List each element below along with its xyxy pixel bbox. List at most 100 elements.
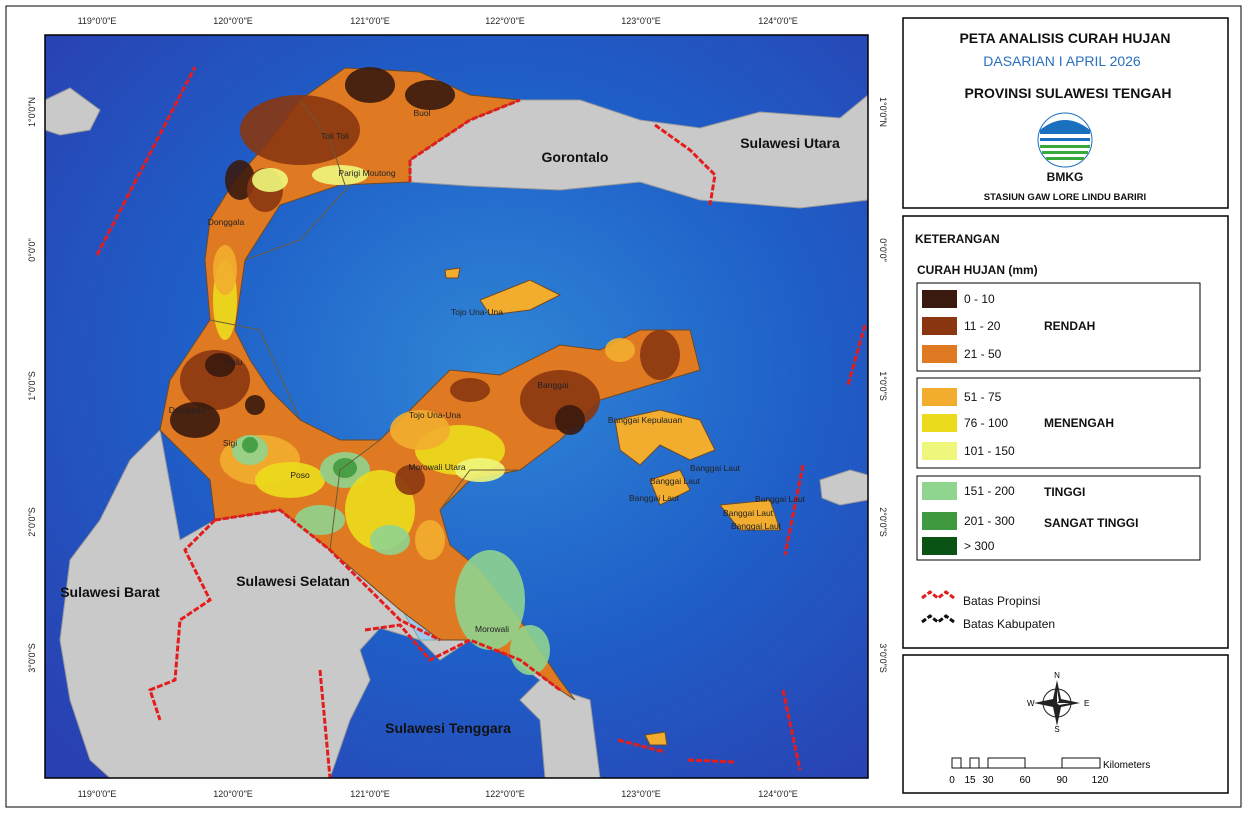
rainfall-zone (333, 458, 357, 478)
compass-box (902, 654, 1229, 794)
province-boundary (148, 518, 217, 721)
island (614, 409, 716, 466)
scale-label: 30 (982, 775, 994, 786)
lon-label: 124°0'0"E (758, 16, 798, 26)
legend-swatch (922, 537, 957, 555)
district-label: Tojo Una-Una (451, 307, 503, 317)
scale-label: 15 (964, 775, 976, 786)
legend-label: 0 - 10 (964, 292, 995, 306)
district-label: Parigi Moutong (338, 168, 395, 178)
district-label: Palu (225, 357, 242, 367)
legend-swatch (922, 482, 957, 500)
map-content (44, 66, 869, 779)
district-boundary (299, 99, 346, 186)
district-label: Banggai Laut (650, 476, 701, 486)
island (444, 267, 461, 279)
scale-unit: Kilometers (1103, 760, 1150, 771)
rainfall-zone (640, 330, 680, 380)
province-boundary (214, 508, 441, 642)
lat-label: 3°0'0"S (27, 643, 37, 673)
district-boundary (329, 439, 381, 551)
legend-subtitle: CURAH HUJAN (mm) (917, 263, 1038, 277)
district-label: Morowali (475, 624, 509, 634)
legend-swatch (922, 414, 957, 432)
map-period: DASARIAN I APRIL 2026 (983, 53, 1141, 69)
legend-swatch (922, 442, 957, 460)
region-label: Sulawesi Selatan (236, 573, 350, 589)
district-label: Donggala (169, 405, 206, 415)
rainfall-zone (605, 338, 635, 362)
legend-swatch (922, 290, 957, 308)
district-label: Banggai Laut (629, 493, 680, 503)
legend-label: 76 - 100 (964, 416, 1008, 430)
legend-label: 201 - 300 (964, 514, 1015, 528)
logo-stripe (1040, 138, 1090, 141)
rainfall-zone (405, 80, 455, 110)
island (719, 499, 781, 531)
bmkg-logo (1037, 112, 1093, 168)
scale-label: 120 (1092, 775, 1109, 786)
lat-label: 1°0'0"N (27, 97, 37, 127)
scale-label: 0 (949, 775, 955, 786)
lon-label: 121°0'0"E (350, 16, 390, 26)
legend-box (902, 215, 1229, 649)
legend-label: 11 - 20 (964, 319, 1001, 333)
lat-label: 0°0'0" (878, 238, 888, 262)
district-label: Morowali Utara (408, 462, 465, 472)
logo-stripe (1040, 145, 1090, 148)
province-boundary (654, 123, 717, 206)
scale-label: 60 (1019, 775, 1031, 786)
map-title: PETA ANALISIS CURAH HUJAN (959, 30, 1170, 46)
province-boundary (318, 669, 332, 779)
legend-label: 151 - 200 (964, 484, 1015, 498)
district-label: Banggai Kepulauan (608, 415, 682, 425)
district-label: Donggala (208, 217, 245, 227)
rainfall-zone (415, 520, 445, 560)
lat-label: 3°0'0"S (878, 643, 888, 673)
region-label: Sulawesi Barat (60, 584, 160, 600)
logo-stripe (1042, 151, 1088, 154)
group-box (916, 282, 1201, 372)
group-label: RENDAH (1044, 319, 1095, 333)
province-boundary (364, 623, 561, 692)
legend-swatch (922, 512, 957, 530)
island (644, 731, 668, 746)
logo-text: BMKG (1047, 170, 1084, 184)
district-label: Banggai Laut (723, 508, 774, 518)
group-label: SANGAT TINGGI (1044, 516, 1138, 530)
boundary-label: Batas Kabupaten (963, 617, 1055, 631)
district-label: Toli Toli (321, 131, 349, 141)
district-boundary (244, 184, 351, 261)
compass-highlight (1057, 690, 1070, 705)
rainfall-zone (312, 165, 368, 185)
legend-swatch (922, 345, 957, 363)
outer-border (5, 5, 1242, 808)
logo-stripe (1046, 157, 1084, 160)
legend-swatch (922, 388, 957, 406)
region-label: Gorontalo (542, 149, 609, 165)
district-label: Tojo Una-Una (409, 410, 461, 420)
lat-label: 2°0'0"S (27, 507, 37, 537)
district-label: Banggai Laut (731, 521, 782, 531)
district-boundary (439, 469, 520, 511)
rainfall-zone (390, 410, 450, 450)
logo-blue (1040, 120, 1090, 134)
rainfall-zone (450, 378, 490, 402)
rainfall-zone (213, 245, 237, 295)
rainfall-zone (345, 67, 395, 103)
lat-label: 1°0'0"N (878, 97, 888, 127)
lat-label: 0°0'0" (27, 238, 37, 262)
lat-label: 1°0'0"S (27, 371, 37, 401)
rainfall-zone (455, 550, 525, 650)
compass-e: E (1084, 699, 1089, 708)
rainfall-zone (295, 505, 345, 535)
province-boundary (783, 464, 805, 556)
province-boundary (781, 689, 802, 771)
legend-label: 21 - 50 (964, 347, 1002, 361)
station-name: STASIUN GAW LORE LINDU BARIRI (984, 192, 1146, 203)
region-label: Sulawesi Utara (740, 135, 840, 151)
lon-label: 122°0'0"E (485, 789, 525, 799)
district-label: Banggai (537, 380, 568, 390)
legend-label: 51 - 75 (964, 390, 1002, 404)
district-label: Banggai Laut (755, 494, 806, 504)
